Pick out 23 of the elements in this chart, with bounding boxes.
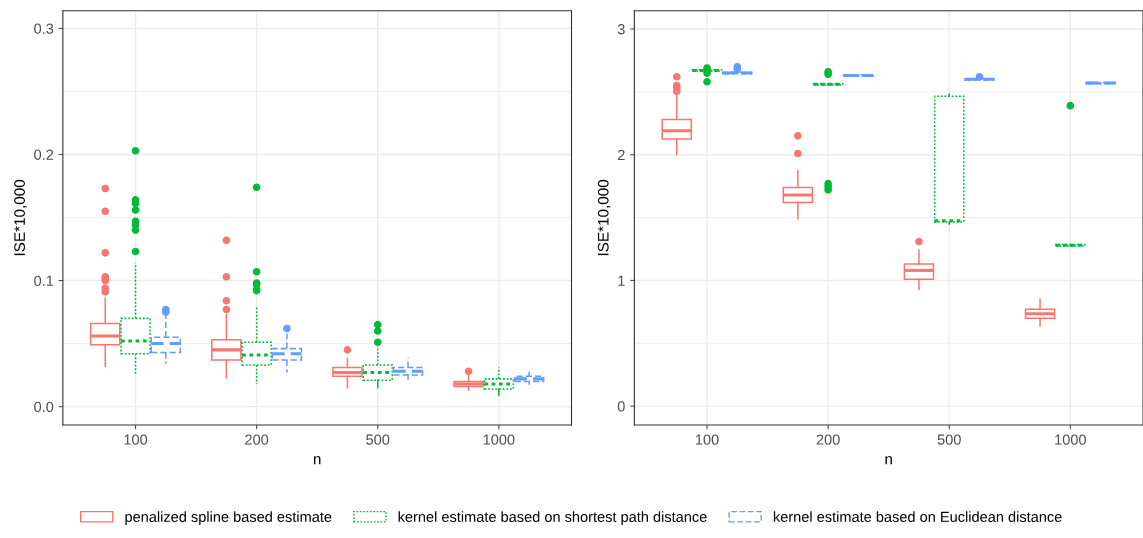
y-tick-label: 0.3 bbox=[34, 23, 54, 34]
x-tick-label: 200 bbox=[245, 434, 269, 445]
x-axis-title: n bbox=[885, 456, 892, 465]
y-tick-label: 1 bbox=[618, 275, 625, 286]
y-axis-title: ISE*10,000 bbox=[14, 179, 27, 256]
y-tick-label: 0.1 bbox=[34, 275, 54, 286]
x-tick-label: 1000 bbox=[483, 434, 515, 445]
y-axis-title: ISE*10,000 bbox=[597, 179, 611, 256]
y-tick-label: 0.0 bbox=[34, 401, 54, 413]
y-tick-label: 2 bbox=[617, 149, 625, 160]
x-tick-label: 500 bbox=[366, 434, 390, 445]
legend-label: penalized spline based estimate bbox=[125, 511, 332, 525]
x-tick-label: 500 bbox=[937, 434, 961, 445]
x-tick-label: 100 bbox=[695, 434, 719, 445]
y-tick-label: 0 bbox=[617, 401, 625, 412]
y-tick-label: 0.2 bbox=[34, 149, 54, 160]
legend-label: kernel estimate based on shortest path distance bbox=[398, 511, 707, 525]
y-tick-label: 3 bbox=[617, 24, 625, 35]
x-tick-label: 100 bbox=[124, 434, 148, 445]
x-axis-title: n bbox=[313, 456, 321, 465]
x-tick-label: 200 bbox=[816, 434, 840, 445]
legend-label: kernel estimate based on Euclidean distance bbox=[773, 511, 1062, 522]
x-tick-label: 1000 bbox=[1055, 434, 1086, 445]
